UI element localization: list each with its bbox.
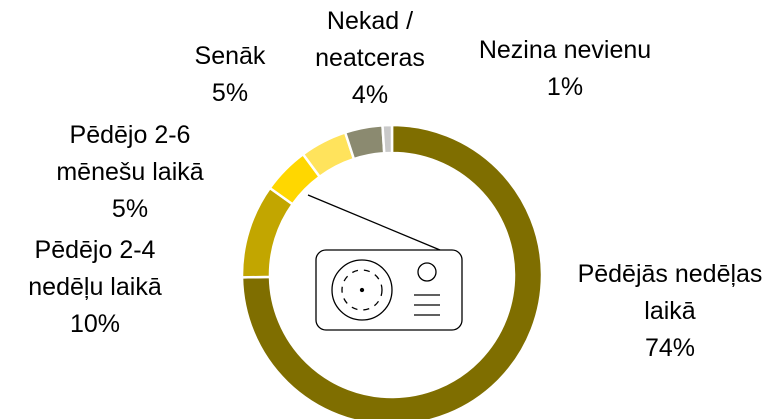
category-label: Nezina nevienu [478,36,652,64]
value-label: 4% [351,81,389,109]
value-label: 5% [111,195,149,223]
value-label: 10% [69,310,121,338]
category-label: Pēdējo 2-6 mēnešu laikā [56,121,204,186]
knob [417,262,437,282]
donut-segment [381,123,394,155]
donut-segment [240,123,544,419]
category-label: Pēdējo 2-4 nedēļu laikā [28,236,162,301]
value-label: 74% [644,334,696,362]
value-label: 5% [211,79,249,107]
category-label: Nekad / neatceras [315,7,425,72]
speaker [331,259,393,321]
pointer-line [307,194,441,251]
category-label: Pēdējās nedēļas laikā [577,260,763,325]
label: Pēdējās nedēļas laikā 74% [575,256,765,367]
radio-body [315,249,463,331]
label: Pēdējo 2-6 mēnešu laikā 5% [30,117,230,228]
speaker-dot [359,287,365,293]
donut-segment [240,186,295,279]
value-label: 1% [546,73,584,101]
label: Nekad / neatceras 4% [300,3,440,114]
donut-segment [343,123,386,161]
label: Senāk 5% [170,38,290,112]
speaker-inner [341,269,383,311]
label: Pēdējo 2-4 nedēļu laikā 10% [0,232,190,343]
category-label: Senāk [194,42,266,70]
label: Nezina nevienu 1% [450,32,680,106]
radio-icon [307,194,463,331]
arcs [240,123,544,419]
